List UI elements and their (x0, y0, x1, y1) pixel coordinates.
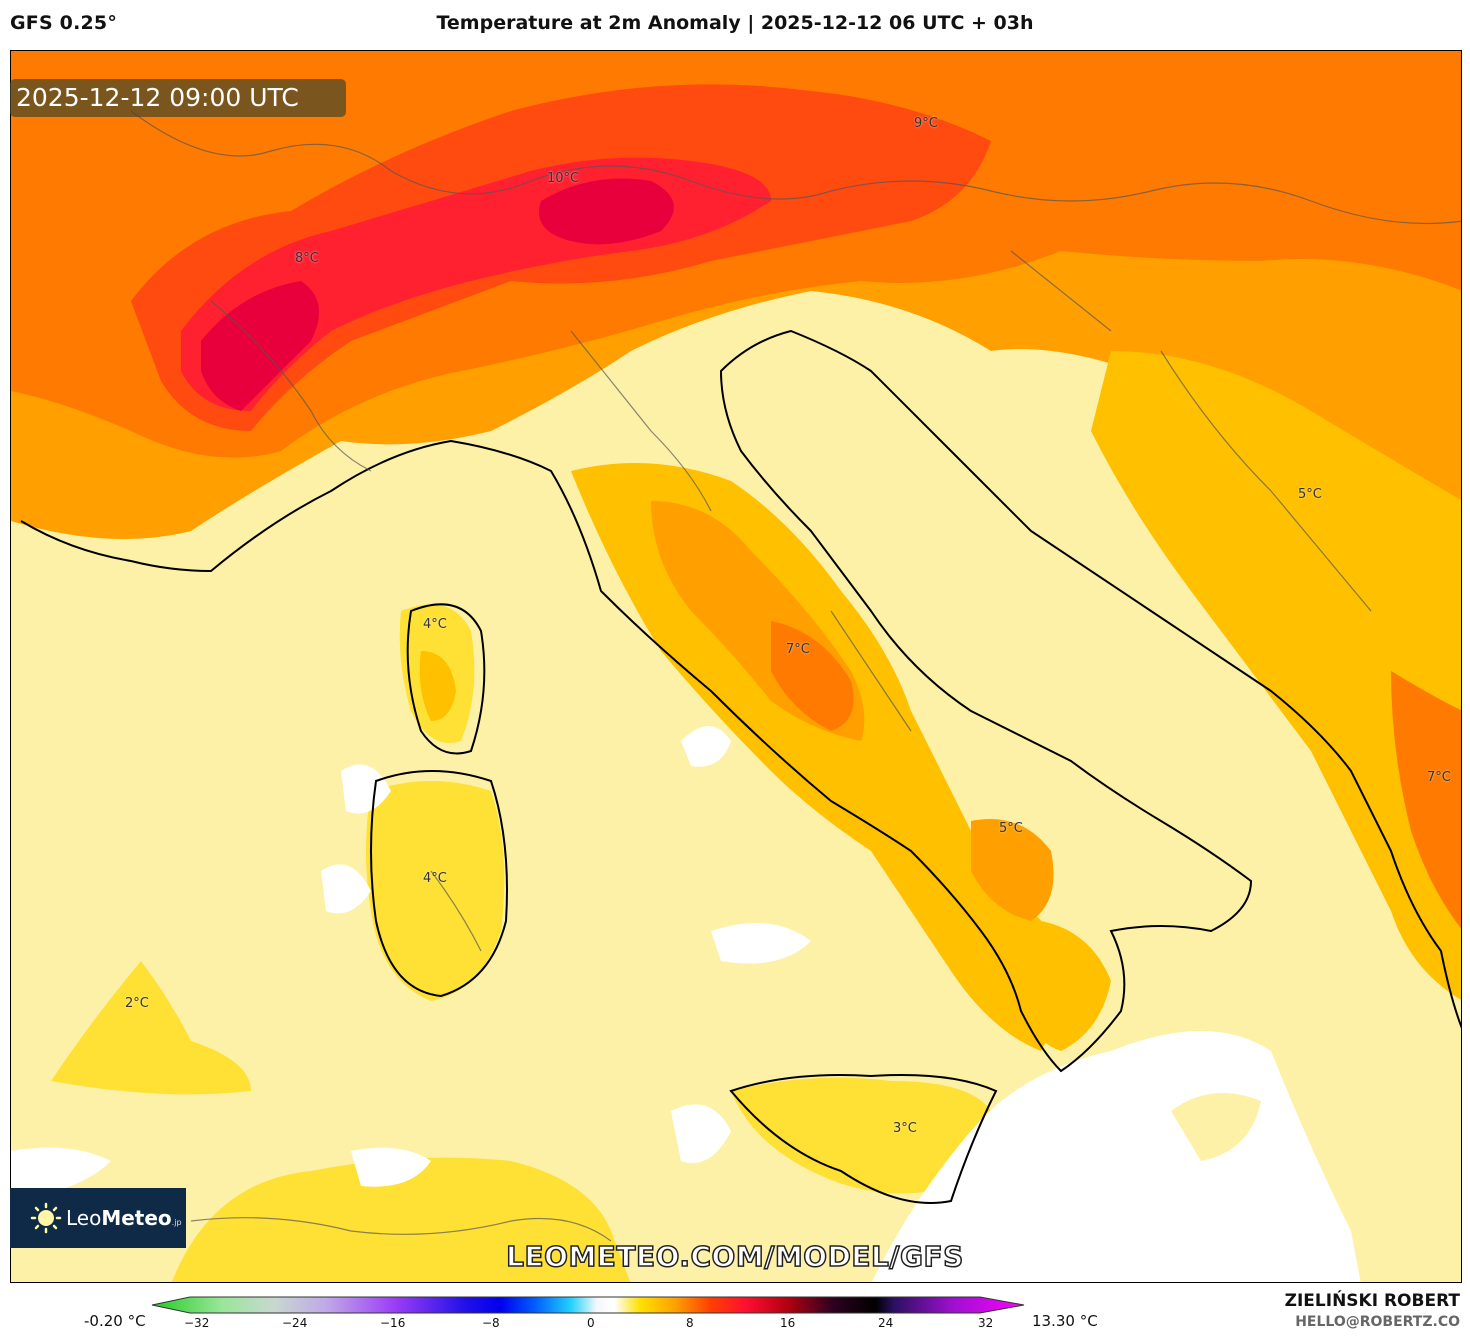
tick-label: −24 (282, 1316, 308, 1330)
model-name: GFS 0.25° (10, 12, 118, 34)
contour-label: 4°C (423, 617, 447, 632)
tick-label: 24 (878, 1316, 894, 1330)
leometeo-logo[interactable]: LeoMeteo.jp (10, 1188, 186, 1248)
temperature-field (11, 51, 1461, 1282)
contour-label: 3°C (893, 1121, 917, 1136)
tick-label: 32 (978, 1316, 994, 1330)
tick-label: 0 (587, 1316, 595, 1330)
tick-label: −32 (184, 1316, 210, 1330)
tick-label: 8 (686, 1316, 694, 1330)
tick-label: −8 (482, 1316, 500, 1330)
colorbar-max-label: 13.30 °C (1032, 1312, 1098, 1330)
colorbar (151, 1296, 1025, 1314)
logo-text: LeoMeteo.jp (66, 1206, 182, 1230)
contour-label: 5°C (999, 821, 1023, 836)
anomaly-map[interactable]: 8°C 10°C 9°C 4°C 5°C 7°C 7°C 5°C 4°C 2°C… (10, 50, 1462, 1283)
map-title: Temperature at 2m Anomaly | 2025-12-12 0… (436, 12, 1034, 34)
author-name: ZIELIŃSKI ROBERT (1284, 1291, 1460, 1311)
contour-label: 5°C (1298, 487, 1322, 502)
contour-label: 2°C (125, 996, 149, 1011)
contour-label: 10°C (547, 171, 580, 186)
tick-label: 16 (780, 1316, 796, 1330)
watermark-url: LEOMETEO.COM/MODEL/GFS (505, 1239, 964, 1274)
contour-label: 4°C (423, 871, 447, 886)
tick-label: −16 (380, 1316, 406, 1330)
author-email[interactable]: HELLO@ROBERTZ.CO (1295, 1314, 1460, 1330)
contour-label: 9°C (914, 116, 938, 131)
valid-time-badge: 2025-12-12 09:00 UTC (10, 79, 346, 117)
contour-label: 7°C (1427, 770, 1451, 785)
sun-icon (30, 1202, 62, 1234)
contour-label: 8°C (295, 251, 319, 266)
contour-label: 7°C (786, 642, 810, 657)
colorbar-min-label: -0.20 °C (84, 1312, 146, 1330)
